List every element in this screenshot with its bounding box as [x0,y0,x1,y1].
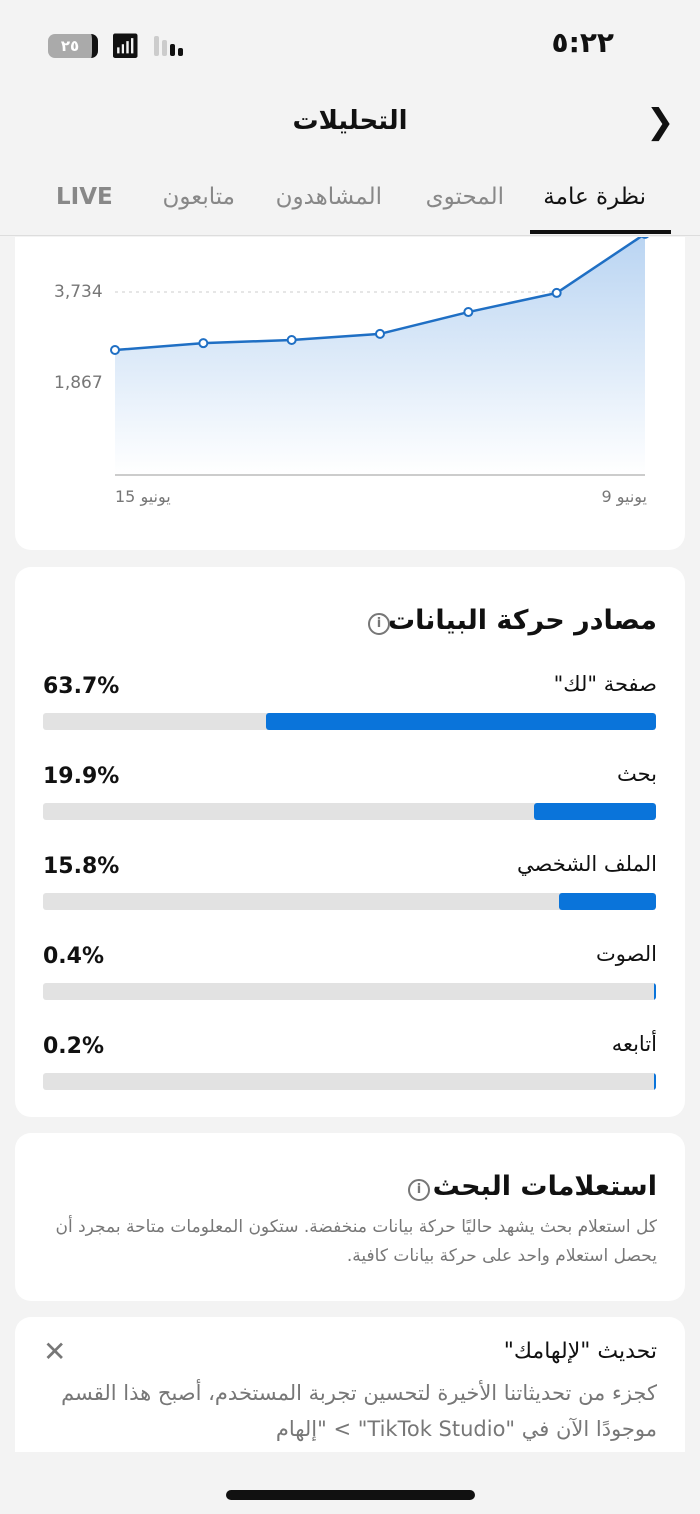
traffic-source-bar [43,713,656,730]
traffic-source-bar-fill [534,803,656,820]
traffic-source-label: صفحة "لك" [553,672,657,696]
home-indicator [226,1490,475,1500]
chevron-right-icon: ❯ [646,102,675,142]
tab-viewers[interactable]: المشاهدون [275,184,382,210]
traffic-source-percent: 19.9% [43,764,120,789]
data-point [286,334,297,345]
y-tick-label: 1,867 [54,373,103,393]
cellular-signal-icon [154,36,183,56]
traffic-source-label: الملف الشخصي [517,852,657,876]
traffic-source-bar-fill [559,893,656,910]
traffic-source-percent: 0.4% [43,944,105,969]
traffic-source-bar [43,803,656,820]
wifi-icon: 📶︎ [110,32,141,60]
x-tick-label: يونيو 9 [601,487,647,506]
info-icon[interactable]: i [408,1179,430,1201]
close-icon[interactable]: ✕ [43,1335,67,1368]
tab-content[interactable]: المحتوى [425,184,504,210]
traffic-source-label: الصوت [595,942,657,966]
line-chart [110,237,649,476]
traffic-source-label: بحث [616,762,657,786]
info-icon[interactable]: i [368,613,390,635]
data-point [375,328,385,339]
search-queries-card: استعلامات البحث i كل استعلام بحث يشهد حا… [15,1133,685,1301]
update-title: تحديث "لإلهامك" [503,1339,657,1364]
search-queries-description: كل استعلام بحث يشهد حاليًا حركة بيانات م… [55,1217,657,1266]
y-tick-label: 3,734 [54,282,103,302]
data-point [551,287,562,298]
battery-icon: ٢٥ [48,34,98,58]
status-bar: ٢٥ 📶︎ ٥:٢٢ [0,0,700,80]
tab-live[interactable]: LIVE [56,184,113,210]
data-point [110,345,120,356]
views-chart-card: 3,734 1,867 يونيو 15 يونيو 9 [15,237,685,550]
traffic-source-bar-fill [654,1073,656,1090]
data-point [198,338,209,349]
traffic-source-bar [43,893,656,910]
inspiration-update-card: ✕ تحديث "لإلهامك" كجزء من تحديثاتنا الأخ… [15,1317,685,1452]
traffic-source-bar-fill [653,983,656,1000]
back-button[interactable]: ❯ [646,102,675,142]
data-point [463,307,474,318]
traffic-source-bar [43,983,656,1000]
active-tab-indicator [530,230,671,234]
traffic-source-percent: 0.2% [43,1034,105,1059]
x-tick-label: يونيو 15 [115,487,171,506]
data-point [641,237,649,239]
tab-bar: نظرة عامة المحتوى المشاهدون متابعون LIVE [0,178,700,236]
traffic-source-percent: 63.7% [43,674,120,699]
section-title: استعلامات البحث [432,1171,657,1202]
traffic-sources-card: مصادر حركة البيانات i صفحة "لك" 63.7% بح… [15,567,685,1117]
status-time: ٥:٢٢ [551,26,614,59]
update-body: كجزء من تحديثاتنا الأخيرة لتحسين تجربة ا… [61,1381,657,1441]
tab-followers[interactable]: متابعون [162,184,235,210]
traffic-source-bar-fill [265,713,656,730]
tab-overview[interactable]: نظرة عامة [543,184,646,210]
traffic-source-label: أتابعه [611,1032,657,1056]
chart-area [115,237,645,475]
traffic-source-bar [43,1073,656,1090]
section-title: مصادر حركة البيانات [388,605,657,636]
page-title: التحليلات [292,106,408,136]
traffic-source-percent: 15.8% [43,854,120,879]
